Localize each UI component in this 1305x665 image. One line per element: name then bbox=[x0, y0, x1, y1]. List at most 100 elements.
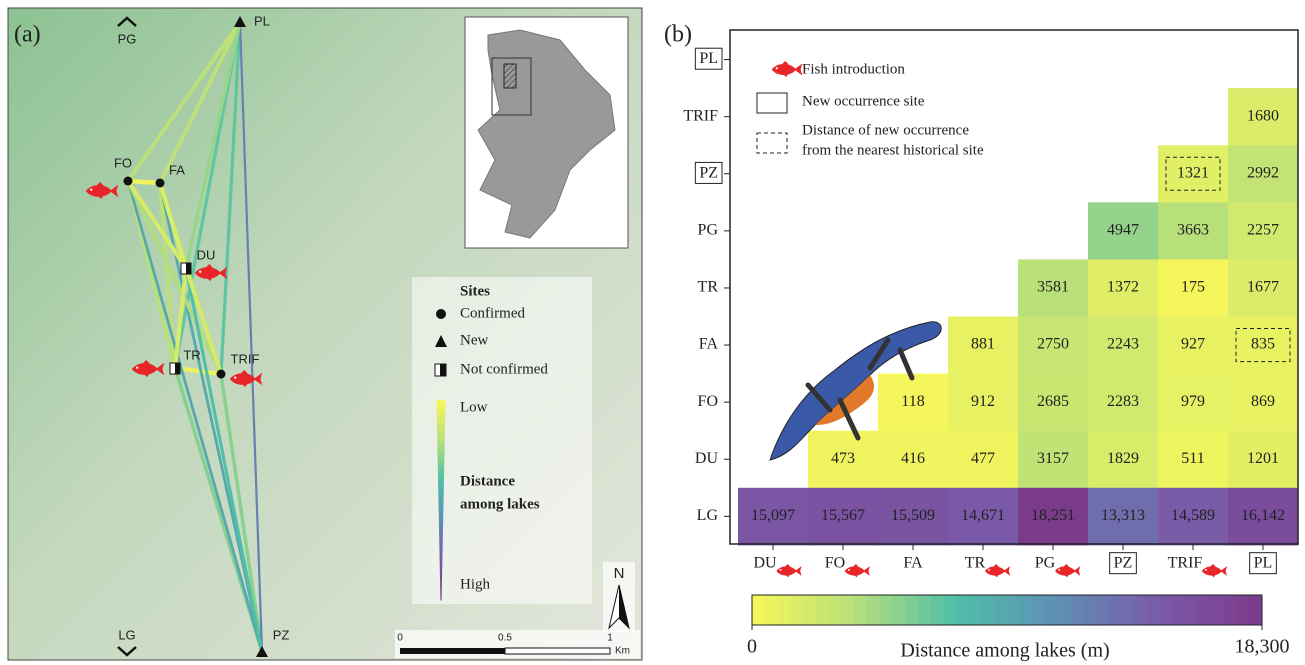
cell-label: 2243 bbox=[1107, 336, 1139, 353]
colorbar-segment bbox=[1071, 595, 1084, 625]
colorbar-segment bbox=[1211, 595, 1224, 625]
colorbar-segment bbox=[790, 595, 803, 625]
legend-box bbox=[757, 93, 787, 113]
legend-gradient-segment bbox=[438, 470, 444, 476]
cell-label: 1372 bbox=[1107, 279, 1139, 296]
colorbar-segment bbox=[1007, 595, 1020, 625]
x-tick-label: FO bbox=[825, 555, 845, 572]
legend-gradient-title: among lakes bbox=[460, 496, 540, 512]
cell-label: 15,567 bbox=[821, 507, 865, 524]
colorbar-segment bbox=[1237, 595, 1250, 625]
colorbar-segment bbox=[943, 595, 956, 625]
scale-tick-label: 0 bbox=[397, 633, 403, 644]
legend-gradient-segment bbox=[438, 475, 444, 481]
colorbar-title: Distance among lakes (m) bbox=[900, 640, 1109, 662]
colorbar-tick-label: 0 bbox=[747, 636, 757, 658]
map-panel: Sites Confirmed New Not confirmed Low Di… bbox=[8, 8, 642, 660]
site-label: FA bbox=[169, 162, 185, 177]
site-label: PZ bbox=[273, 627, 290, 642]
colorbar-segment bbox=[1198, 595, 1211, 625]
distance-edge bbox=[128, 181, 160, 183]
legend-gradient-segment bbox=[439, 515, 443, 521]
legend-gradient-segment bbox=[437, 415, 445, 421]
colorbar-segment bbox=[1135, 595, 1148, 625]
legend-fish: Fish introduction bbox=[802, 61, 905, 77]
colorbar-segment bbox=[918, 595, 931, 625]
cell-label: 979 bbox=[1181, 393, 1205, 410]
legend-gradient-segment bbox=[440, 570, 442, 576]
x-tick-label: PG bbox=[1035, 555, 1056, 572]
cell-label: 511 bbox=[1181, 450, 1204, 467]
legend-distance-note: from the nearest historical site bbox=[802, 142, 984, 158]
cell-label: 15,509 bbox=[891, 507, 935, 524]
legend-gradient-segment bbox=[437, 405, 446, 411]
cell-label: 14,589 bbox=[1171, 507, 1215, 524]
direction-label: PG bbox=[118, 31, 137, 46]
site-not-confirmed-fill bbox=[186, 263, 191, 274]
colorbar-segment bbox=[1033, 595, 1046, 625]
colorbar-segment bbox=[1160, 595, 1173, 625]
y-tick-label: TR bbox=[698, 279, 719, 296]
panel-label: (b) bbox=[664, 22, 692, 48]
cell-label: 2750 bbox=[1037, 336, 1069, 353]
legend-gradient-segment bbox=[437, 410, 446, 416]
legend-gradient-segment bbox=[438, 455, 445, 461]
x-tick-label: TRIF bbox=[1168, 555, 1203, 572]
cell-label: 927 bbox=[1181, 336, 1205, 353]
legend-gradient-segment bbox=[439, 500, 444, 506]
cell-label: 477 bbox=[971, 450, 995, 467]
x-tick-label: PL bbox=[1254, 555, 1273, 572]
colorbar-segment bbox=[1084, 595, 1097, 625]
x-tick-label: FA bbox=[903, 555, 923, 572]
site-confirmed bbox=[156, 179, 165, 188]
legend-gradient-segment bbox=[439, 510, 444, 516]
colorbar-segment bbox=[1109, 595, 1122, 625]
legend-gradient-segment bbox=[437, 400, 446, 406]
colorbar-tick-label: 18,300 bbox=[1235, 636, 1290, 658]
colorbar-segment bbox=[956, 595, 969, 625]
y-tick-label: DU bbox=[695, 450, 719, 467]
legend-half-square-fill bbox=[440, 364, 446, 376]
colorbar-segment bbox=[1173, 595, 1186, 625]
cell-label: 1321 bbox=[1177, 164, 1209, 181]
legend-gradient-segment bbox=[440, 580, 442, 586]
fish-icon bbox=[772, 61, 803, 77]
cell-label: 15,097 bbox=[751, 507, 795, 524]
colorbar-segment bbox=[892, 595, 905, 625]
cell-label: 2257 bbox=[1247, 222, 1279, 239]
colorbar-segment bbox=[1020, 595, 1033, 625]
legend-circle bbox=[436, 309, 446, 319]
legend-entry: Confirmed bbox=[460, 305, 525, 321]
colorbar-segment bbox=[931, 595, 944, 625]
site-confirmed bbox=[124, 177, 133, 186]
cell-label: 4947 bbox=[1107, 222, 1139, 239]
colorbar-segment bbox=[803, 595, 816, 625]
legend-gradient-segment bbox=[437, 420, 445, 426]
colorbar-segment bbox=[778, 595, 791, 625]
cell-label: 835 bbox=[1251, 336, 1275, 353]
cell-label: 118 bbox=[901, 393, 924, 410]
colorbar-segment bbox=[829, 595, 842, 625]
colorbar-segment bbox=[752, 595, 765, 625]
legend-gradient-segment bbox=[438, 450, 445, 456]
legend-gradient-segment bbox=[439, 525, 443, 531]
colorbar-segment bbox=[982, 595, 995, 625]
colorbar-segment bbox=[1096, 595, 1109, 625]
x-tick-label: TR bbox=[965, 555, 986, 572]
legend-gradient-segment bbox=[440, 555, 443, 561]
cell-label: 2283 bbox=[1107, 393, 1139, 410]
cell-label: 912 bbox=[971, 393, 995, 410]
cell-label: 1677 bbox=[1247, 279, 1279, 296]
colorbar-segment bbox=[1147, 595, 1160, 625]
colorbar-segment bbox=[1058, 595, 1071, 625]
site-label: TRIF bbox=[231, 351, 260, 366]
legend-gradient-segment bbox=[437, 445, 444, 451]
legend-gradient-segment bbox=[437, 425, 445, 431]
cell-label: 416 bbox=[901, 450, 925, 467]
legend-gradient-segment bbox=[440, 550, 443, 556]
y-tick-label: PG bbox=[698, 222, 719, 239]
colorbar-segment bbox=[1045, 595, 1058, 625]
legend-gradient-segment bbox=[440, 590, 441, 596]
legend-distance-note: Distance of new occurrence bbox=[802, 122, 969, 138]
colorbar-segment bbox=[1224, 595, 1237, 625]
